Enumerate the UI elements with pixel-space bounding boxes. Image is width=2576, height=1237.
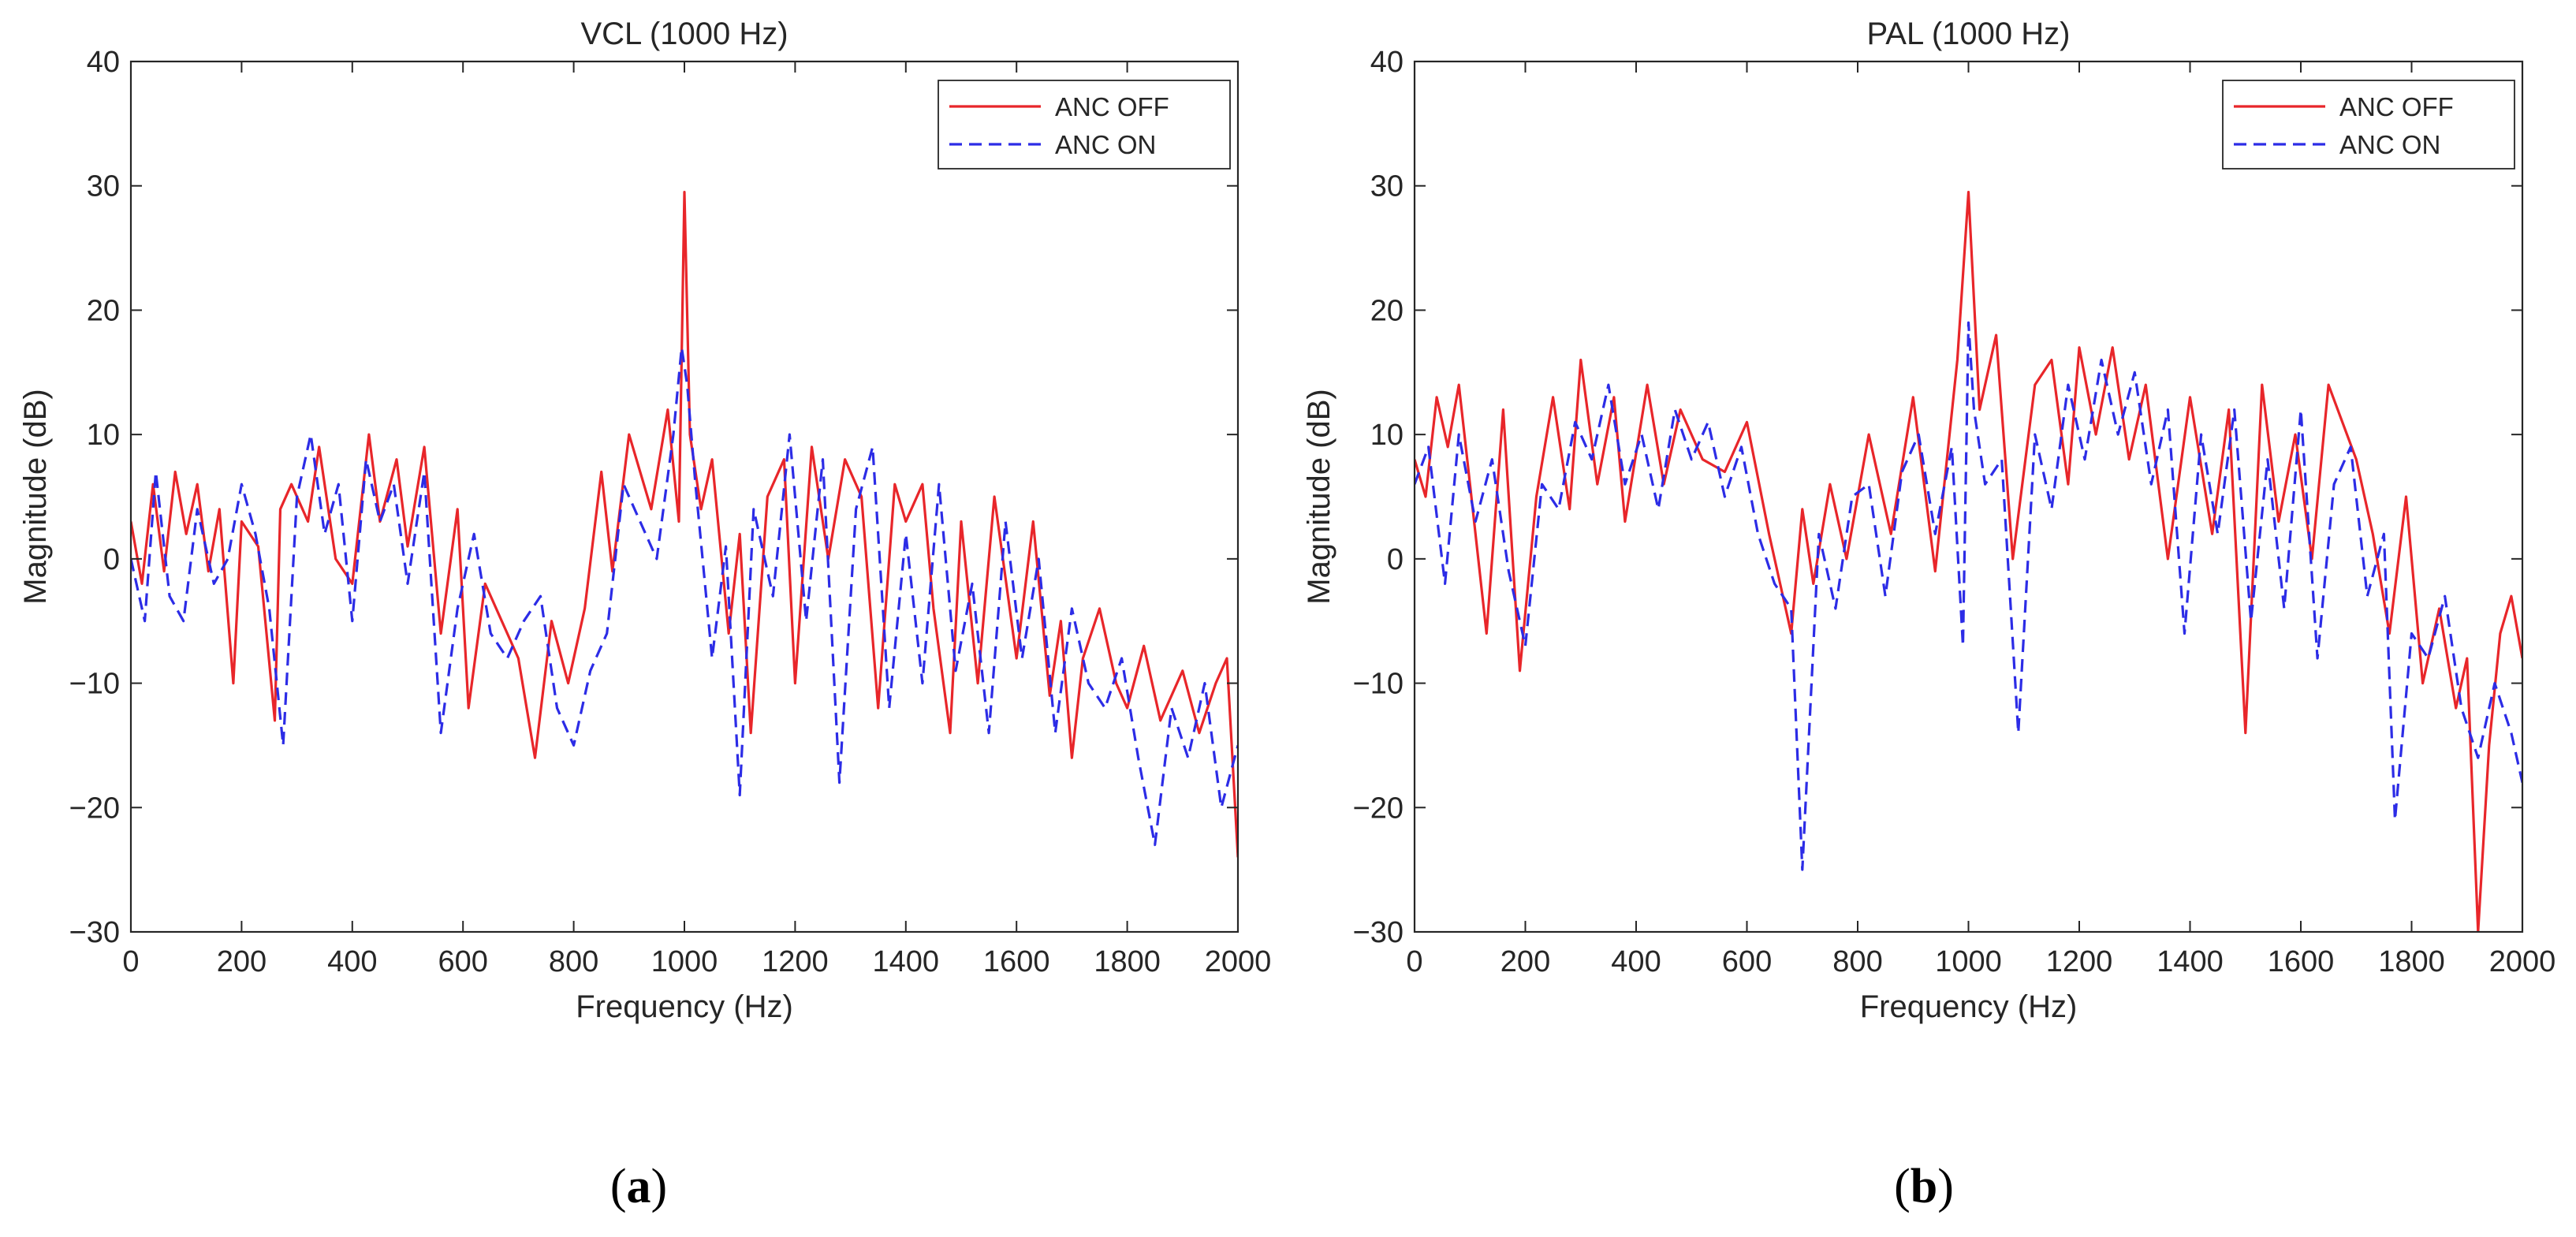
y-tick-label: −20 (1353, 792, 1404, 825)
x-tick-label: 1400 (873, 945, 940, 978)
x-tick-label: 1000 (651, 945, 718, 978)
panel-caption: (a) (610, 1160, 667, 1213)
caption-close-paren: ) (651, 1160, 668, 1213)
y-tick-label: 0 (103, 543, 120, 576)
y-axis-label: Magnitude (dB) (18, 389, 53, 604)
y-tick-label: 40 (1370, 46, 1404, 79)
y-tick-label: 30 (87, 170, 120, 203)
y-tick-label: −30 (69, 916, 120, 949)
x-tick-label: 200 (1500, 945, 1550, 978)
caption-letter: b (1911, 1160, 1937, 1213)
legend-box (938, 80, 1231, 170)
x-tick-label: 0 (122, 945, 139, 978)
panel-b-chart: 0 200 400 600 800 1000 1200 1400 1600 1800 2000−30… (1302, 17, 2555, 1213)
caption-open-paren: ( (610, 1160, 627, 1213)
chart-title: PAL (1000 Hz) (1867, 17, 2071, 51)
legend: ANC OFF ANC ON (2222, 80, 2515, 170)
y-tick-label: −30 (1353, 916, 1404, 949)
y-tick-label: 10 (87, 419, 120, 452)
x-tick-label: 400 (1611, 945, 1661, 978)
y-tick-label: 40 (87, 46, 120, 79)
legend-label: ANC OFF (2339, 92, 2454, 121)
y-tick-label: −10 (1353, 668, 1404, 701)
x-tick-label: 1600 (983, 945, 1050, 978)
x-tick-label: 2000 (1205, 945, 1272, 978)
x-tick-label: 2000 (2489, 945, 2556, 978)
legend-label: ANC ON (1055, 130, 1156, 159)
series-line-anc-on (1415, 321, 2522, 871)
panel-caption: (b) (1894, 1160, 1954, 1213)
series-line-anc-off (1415, 191, 2522, 932)
x-tick-label: 200 (217, 945, 267, 978)
y-tick-label: 20 (1370, 294, 1404, 327)
panel-a-chart: 0 200 400 600 800 1000 1200 1400 1600 1800 2000−30… (18, 17, 1271, 1213)
x-tick-label: 1400 (2157, 945, 2224, 978)
x-tick-label: 1200 (762, 945, 829, 978)
legend-label: ANC ON (2339, 130, 2440, 159)
caption-open-paren: ( (1894, 1160, 1911, 1213)
x-tick-label: 1800 (2378, 945, 2445, 978)
series-line-anc-on (131, 346, 1238, 847)
legend: ANC OFF ANC ON (938, 80, 1231, 170)
x-tick-label: 1000 (1935, 945, 2002, 978)
x-tick-label: 600 (438, 945, 487, 978)
x-tick-label: 1600 (2268, 945, 2335, 978)
series-line-anc-off (131, 191, 1238, 858)
x-axis-label: Frequency (Hz) (1860, 989, 2078, 1024)
x-tick-label: 400 (327, 945, 377, 978)
y-tick-label: −10 (69, 668, 120, 701)
caption-close-paren: ) (1937, 1160, 1954, 1213)
x-tick-label: 1200 (2046, 945, 2113, 978)
x-tick-label: 600 (1722, 945, 1772, 978)
x-tick-label: 0 (1406, 945, 1422, 978)
x-tick-label: 1800 (1094, 945, 1161, 978)
y-axis-label: Magnitude (dB) (1302, 389, 1336, 604)
x-axis-label: Frequency (Hz) (576, 989, 793, 1024)
y-tick-label: −20 (69, 792, 120, 825)
x-tick-label: 800 (1832, 945, 1882, 978)
chart-title: VCL (1000 Hz) (580, 17, 788, 51)
legend-box (2222, 80, 2515, 170)
y-tick-label: 0 (1387, 543, 1404, 576)
y-tick-label: 10 (1370, 419, 1404, 452)
y-tick-label: 30 (1370, 170, 1404, 203)
x-tick-label: 800 (549, 945, 598, 978)
legend-label: ANC OFF (1055, 92, 1169, 121)
caption-letter: a (627, 1160, 651, 1213)
y-tick-label: 20 (87, 294, 120, 327)
